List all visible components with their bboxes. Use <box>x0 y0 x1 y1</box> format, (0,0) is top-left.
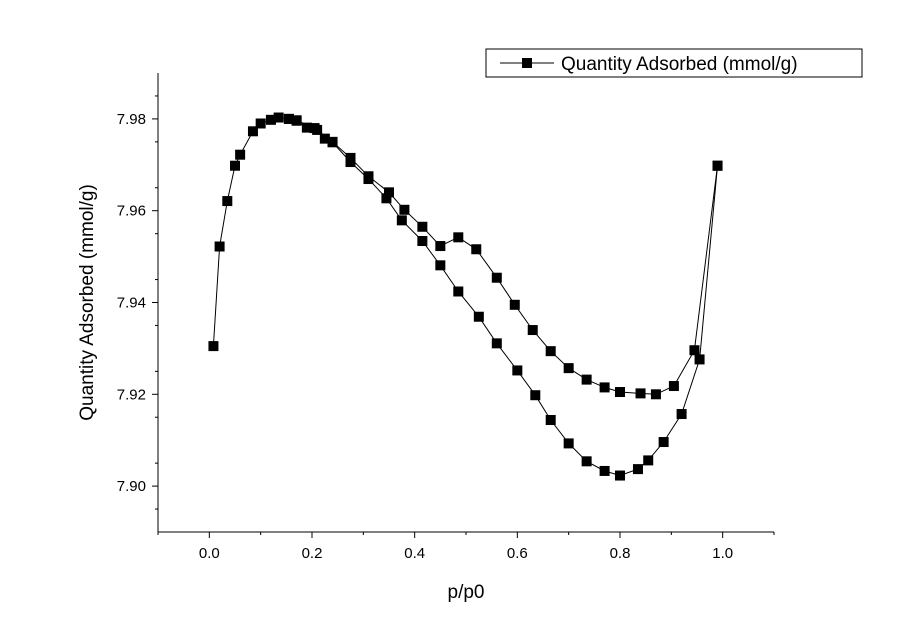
y-tick-label: 7.92 <box>117 386 146 403</box>
data-point <box>319 133 330 144</box>
data-point <box>509 299 520 310</box>
data-point <box>599 465 610 476</box>
data-point <box>453 286 464 297</box>
data-point <box>491 272 502 283</box>
y-tick-label: 7.94 <box>117 295 146 312</box>
data-point <box>453 232 464 243</box>
data-point <box>512 365 523 376</box>
x-tick-label: 0.8 <box>610 545 631 562</box>
data-point <box>491 338 502 349</box>
data-point <box>599 382 610 393</box>
data-point <box>563 363 574 374</box>
legend-entry-label: Quantity Adsorbed (mmol/g) <box>561 54 798 75</box>
y-tick-label: 7.96 <box>117 203 146 220</box>
data-point <box>301 122 312 133</box>
x-tick-label: 0.6 <box>507 545 528 562</box>
data-point <box>581 456 592 467</box>
data-point <box>399 204 410 215</box>
data-point <box>208 341 219 352</box>
data-point <box>283 113 294 124</box>
data-point <box>615 470 625 481</box>
data-point <box>214 241 225 252</box>
data-point <box>545 415 556 426</box>
data-point <box>563 438 574 449</box>
data-point <box>235 149 246 160</box>
data-point <box>435 260 446 271</box>
data-point <box>255 118 266 129</box>
data-point <box>273 112 284 123</box>
data-point <box>265 114 276 125</box>
labels: p/p0 Quantity Adsorbed (mmol/g) <box>77 184 484 603</box>
data-point <box>545 346 556 357</box>
data-point <box>309 123 320 134</box>
data-point <box>668 381 679 392</box>
series-line <box>212 116 718 477</box>
y-tick-label: 7.98 <box>117 111 146 128</box>
x-tick-label: 1.0 <box>712 545 733 562</box>
data-point <box>291 115 302 126</box>
legend-marker-icon <box>522 58 532 68</box>
data-point <box>712 160 723 171</box>
axes: 0.0 0.2 0.4 0.6 0.8 1.0 7.90 7.92 7.94 7.96 7.98 <box>117 73 775 562</box>
data-point <box>417 221 428 232</box>
x-axis-label: p/p0 <box>448 582 485 603</box>
data-point <box>384 187 394 198</box>
legend: Quantity Adsorbed (mmol/g) <box>485 48 863 78</box>
data-point <box>222 196 233 207</box>
data-point <box>643 455 654 466</box>
x-tick-label: 0.0 <box>199 545 220 562</box>
data-point <box>471 244 482 255</box>
y-tick-label: 7.90 <box>117 478 146 495</box>
data-point <box>530 390 541 401</box>
data-point <box>581 374 592 385</box>
data-point <box>615 387 625 398</box>
data-point <box>527 325 538 336</box>
x-tick-label: 0.2 <box>302 545 323 562</box>
data-point <box>363 171 374 182</box>
data-point <box>435 241 446 252</box>
data-point <box>417 235 428 246</box>
series-1 <box>283 113 723 400</box>
data-point <box>632 464 643 475</box>
data-point <box>345 152 356 163</box>
x-tick-label: 0.4 <box>404 545 425 562</box>
data-point <box>473 311 484 322</box>
data-point <box>247 126 258 137</box>
series-0 <box>208 112 723 481</box>
y-axis-label: Quantity Adsorbed (mmol/g) <box>77 184 98 421</box>
data-point <box>658 437 669 448</box>
data-point <box>650 389 661 400</box>
data-point <box>694 354 705 365</box>
series-layer <box>208 112 723 481</box>
data-point <box>381 193 392 204</box>
data-point <box>676 409 687 420</box>
data-point <box>396 215 407 226</box>
data-point <box>230 160 240 171</box>
data-point <box>635 388 646 399</box>
data-point <box>689 345 700 356</box>
data-point <box>327 136 338 147</box>
